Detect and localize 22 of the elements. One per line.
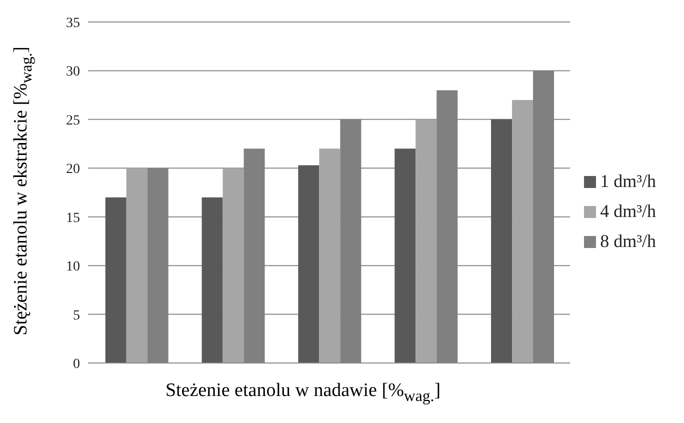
bar	[202, 197, 223, 363]
y-tick-label: 5	[73, 308, 80, 324]
bar	[126, 168, 148, 363]
y-tick-label: 35	[66, 16, 80, 31]
legend-label: 4 dm³/h	[600, 200, 656, 220]
y-tick-label: 25	[66, 113, 80, 128]
bar	[416, 119, 437, 363]
y-tick-label: 20	[66, 162, 80, 178]
legend-label: 8 dm³/h	[600, 230, 656, 250]
y-tick-label: 30	[66, 64, 80, 80]
bar	[512, 100, 534, 363]
y-tick-label: 10	[66, 260, 80, 275]
legend-label: 1 dm³/h	[600, 170, 656, 190]
bar	[105, 197, 126, 363]
bar	[319, 148, 340, 363]
bar	[394, 148, 416, 363]
y-tick-label: 0	[73, 356, 80, 372]
bar	[491, 119, 512, 363]
y-tick-label: 15	[66, 210, 80, 226]
x-axis-title: Steżenie etanolu w nadawie [%$_{wag.}$]	[165, 380, 441, 405]
bar	[222, 168, 244, 363]
bar	[298, 165, 320, 363]
